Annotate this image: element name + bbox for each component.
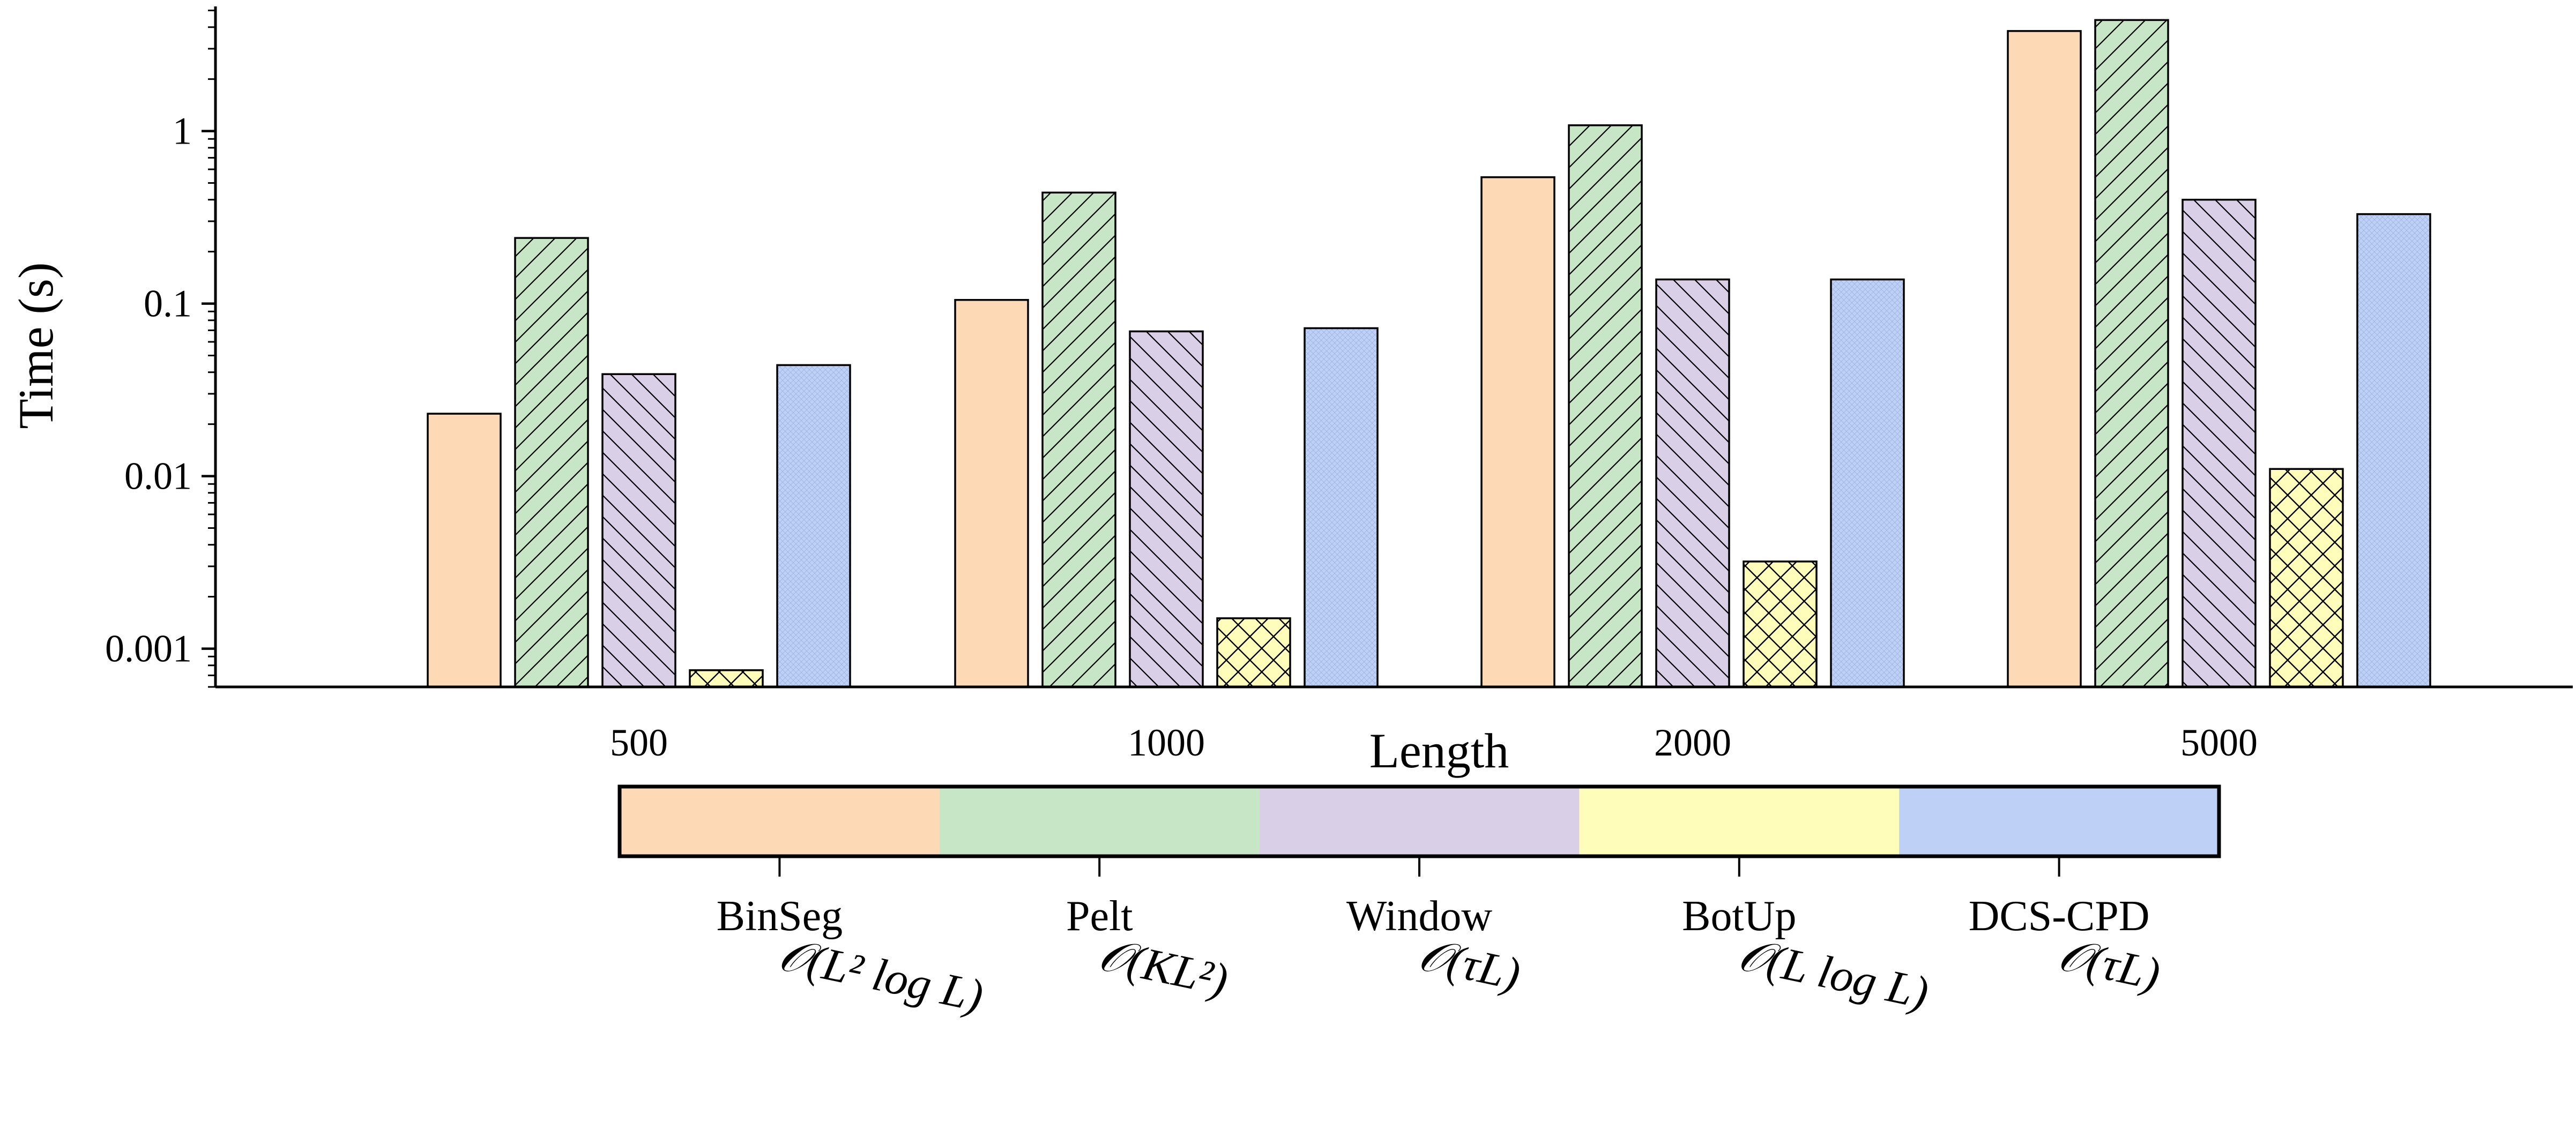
bar <box>1655 278 1730 688</box>
legend-label: Window <box>1346 893 1493 940</box>
bar <box>2094 19 2169 688</box>
x-tick-label: 5000 <box>2180 721 2258 764</box>
bar-hatch <box>1831 279 1904 687</box>
bar <box>776 364 851 688</box>
y-tick-label: 0.001 <box>105 627 192 670</box>
bar-hatch <box>777 365 850 687</box>
bar-hatch <box>515 238 588 687</box>
bar-hatch <box>1656 279 1729 687</box>
bar <box>1830 278 1905 688</box>
bar-fill <box>2008 31 2081 687</box>
legend-complexity: 𝒪(KL²) <box>1095 929 1232 1006</box>
legend-swatch <box>1579 787 1900 856</box>
bar-hatch <box>2270 469 2343 687</box>
legend-complexity: 𝒪(L² log L) <box>775 929 987 1022</box>
bar <box>2269 468 2344 688</box>
bars-layer <box>427 19 2431 688</box>
bar <box>427 413 502 688</box>
bar-hatch <box>1744 561 1816 687</box>
legend-label: Pelt <box>1066 893 1133 940</box>
bar <box>2182 198 2257 688</box>
legend-complexity: 𝒪(L log L) <box>1734 929 1933 1019</box>
bar <box>1568 124 1643 688</box>
bar <box>2356 213 2431 688</box>
y-axis-label: Time (s) <box>9 263 63 429</box>
y-tick-label: 1 <box>173 110 192 153</box>
legend-border <box>617 784 2221 858</box>
axes: 0.001 0.01 0.1 1 500 1000 2000 5000 <box>105 6 2573 764</box>
x-ticks: 500 1000 2000 5000 <box>610 721 2258 764</box>
bar-hatch <box>1043 192 1115 687</box>
legend-swatch <box>620 787 940 856</box>
bar <box>1216 617 1291 688</box>
bar-hatch <box>2095 20 2168 687</box>
bar <box>1129 330 1204 688</box>
bar-hatch <box>1569 125 1642 687</box>
bar-fill <box>428 414 501 687</box>
legend-label: BotUp <box>1682 893 1796 940</box>
bar <box>2007 30 2082 688</box>
bar-hatch <box>690 670 763 687</box>
legend-swatch <box>939 787 1260 856</box>
bar-hatch <box>602 374 675 687</box>
bar-hatch <box>1305 328 1378 687</box>
legend-label: BinSeg <box>717 893 843 940</box>
bar-hatch <box>2183 199 2255 687</box>
bar-fill <box>1481 177 1554 687</box>
legend-complexity: 𝒪(τL) <box>1414 929 1525 1000</box>
x-tick-label: 1000 <box>1128 721 1205 764</box>
legend-swatch <box>1899 787 2219 856</box>
bar <box>1743 560 1818 688</box>
bar <box>1304 327 1379 688</box>
bar-hatch <box>2357 214 2430 687</box>
y-tick-label: 0.1 <box>144 282 192 325</box>
bar <box>514 237 589 688</box>
x-tick-label: 500 <box>610 721 668 764</box>
bar <box>954 298 1029 688</box>
bar-fill <box>955 300 1028 687</box>
legend-swatch <box>1259 787 1580 856</box>
legend-label: DCS-CPD <box>1969 893 2150 940</box>
bar-hatch <box>1217 618 1290 687</box>
bar <box>1041 191 1116 688</box>
y-tick-label: 0.01 <box>124 455 192 498</box>
bar <box>601 373 676 688</box>
bar <box>689 669 764 688</box>
y-ticks: 0.001 0.01 0.1 1 <box>105 9 215 688</box>
bar <box>1480 176 1555 688</box>
x-tick-label: 2000 <box>1654 721 1731 764</box>
x-axis-label: Length <box>1369 723 1509 778</box>
bar-hatch <box>1130 331 1203 687</box>
